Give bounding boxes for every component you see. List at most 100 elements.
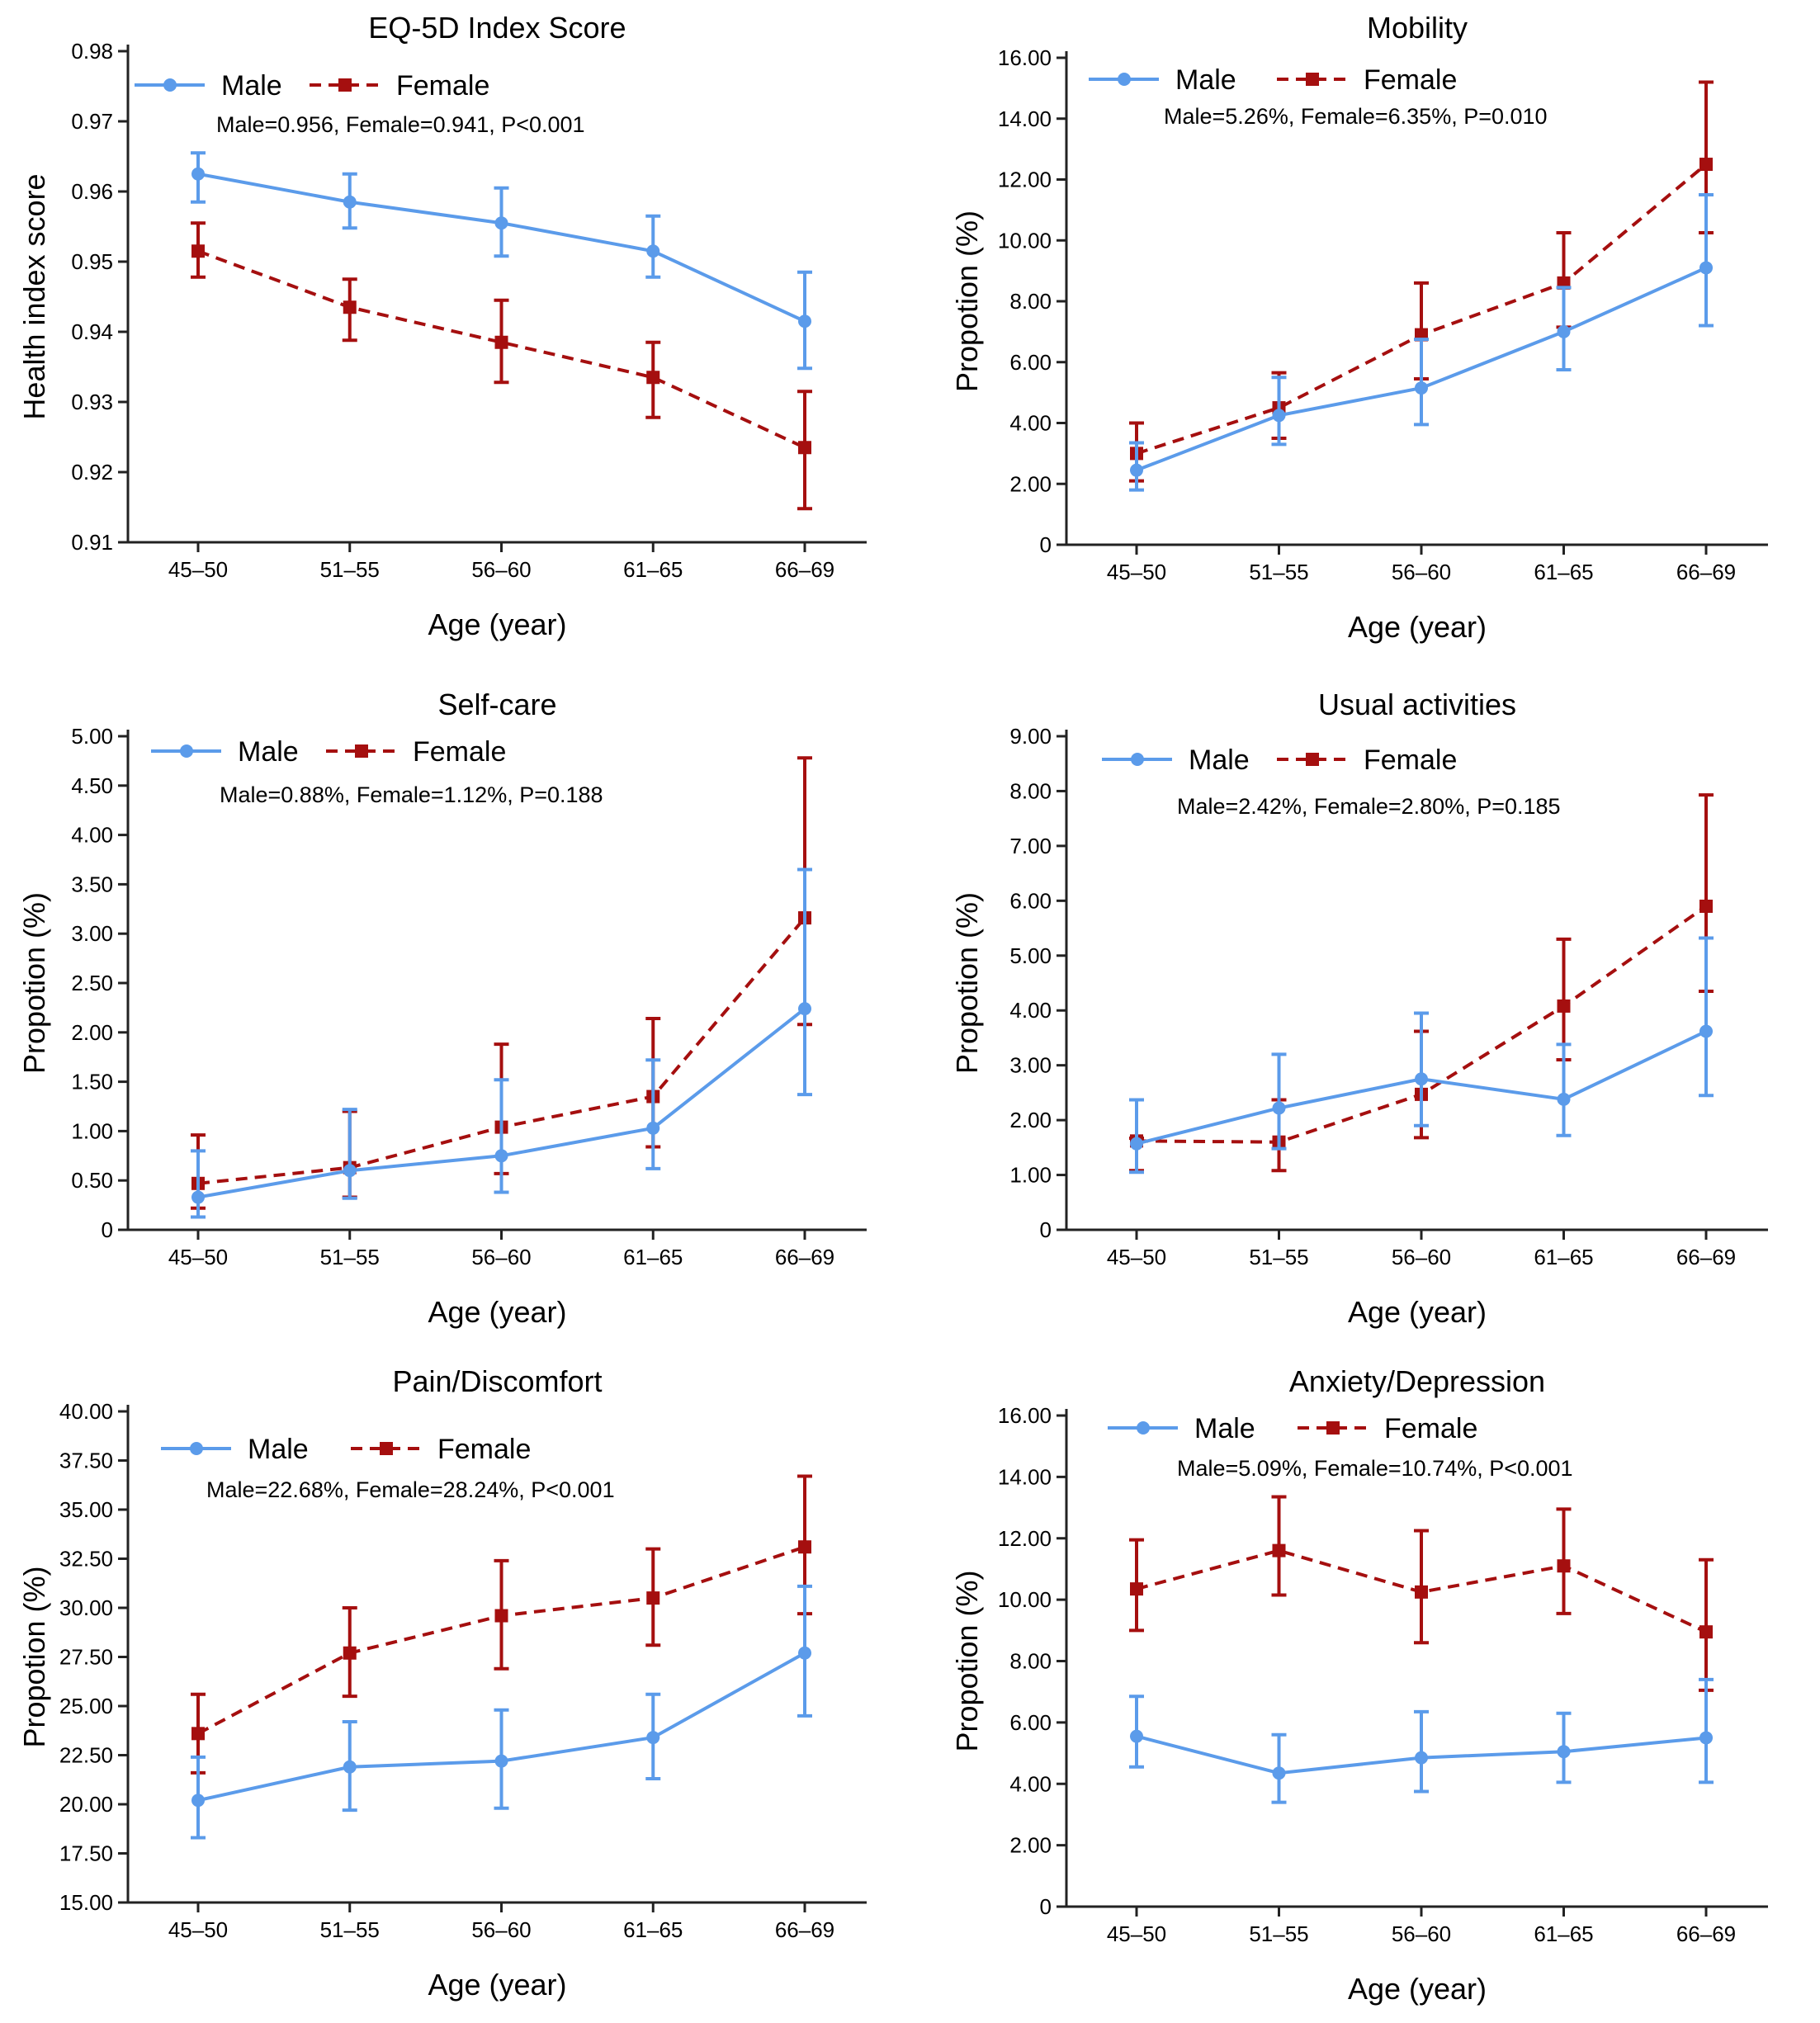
male-data-point (1130, 463, 1143, 477)
legend-label-male: Male (1194, 1413, 1255, 1444)
x-tick-label: 45–50 (168, 1245, 228, 1269)
y-tick-label: 4.00 (1009, 411, 1052, 436)
y-tick-label: 0.95 (71, 249, 113, 274)
male-data-point (1415, 1751, 1428, 1765)
y-tick-label: 8.00 (1009, 289, 1052, 314)
y-tick-label: 1.00 (1009, 1163, 1052, 1188)
legend-label-female: Female (1364, 64, 1457, 96)
chart-panel-4: Usual activities 0 1.00 2.00 3.00 4.00 5.00 6.0… (910, 677, 1820, 1345)
legend-marker-male (1118, 73, 1131, 86)
legend-marker-female (338, 78, 352, 92)
male-data-point (191, 1794, 205, 1808)
female-data-point (494, 1609, 508, 1623)
x-tick-label: 61–65 (623, 1245, 683, 1269)
chart-svg-4: Usual activities 0 1.00 2.00 3.00 4.00 5.00 6.0… (950, 688, 1768, 1329)
legend-marker-male (163, 78, 177, 92)
x-tick-label: 61–65 (1534, 1921, 1593, 1946)
chart-title: Self-care (437, 688, 556, 721)
chart-svg-3: Self-care 0 0.50 1.00 1.50 2.00 2.50 3.00 3.50 4.… (17, 688, 867, 1329)
x-tick-label: 51–55 (320, 1917, 380, 1942)
x-axis-label: Age (year) (1348, 610, 1487, 644)
x-tick-label: 61–65 (1534, 1245, 1593, 1269)
y-tick-label: 4.00 (71, 823, 113, 848)
chart-svg-1: EQ-5D Index Score 0.91 0.92 0.93 0.94 0.95 0.9… (17, 11, 867, 641)
female-data-point (494, 335, 508, 349)
y-axis-label: Propotion (%) (950, 1570, 984, 1751)
legend-label-male: Male (221, 70, 282, 102)
chart-svg-6: Anxiety/Depression 0 2.00 4.00 6.00 8.00 10.00… (950, 1364, 1768, 2006)
female-data-point (1699, 899, 1713, 913)
stats-annotation: Male=5.09%, Female=10.74%, P<0.001 (1177, 1456, 1573, 1481)
male-data-point (1557, 1745, 1571, 1759)
legend-item-male: Male (135, 70, 282, 102)
male-data-point (191, 1190, 205, 1204)
legend-marker-female (1306, 753, 1319, 766)
y-tick-label: 16.00 (998, 1403, 1052, 1428)
y-tick-label: 3.00 (1009, 1053, 1052, 1078)
x-tick-label: 45–50 (1107, 1921, 1166, 1946)
x-tick-label: 61–65 (623, 557, 683, 582)
x-tick-label: 61–65 (1534, 560, 1593, 584)
legend-marker-female (1326, 1421, 1340, 1435)
legend-label-female: Female (413, 736, 506, 768)
stats-annotation: Male=22.68%, Female=28.24%, P<0.001 (206, 1477, 615, 1502)
y-tick-label: 2.00 (71, 1020, 113, 1045)
x-tick-label: 56–60 (471, 1917, 531, 1942)
x-axis-label: Age (year) (428, 1295, 566, 1329)
x-tick-label: 61–65 (623, 1917, 683, 1942)
y-tick-label: 9.00 (1009, 724, 1052, 749)
x-tick-label: 51–55 (1249, 1921, 1308, 1946)
male-data-point (798, 314, 811, 329)
legend-label-male: Male (1189, 744, 1250, 776)
y-tick-label: 0.94 (71, 319, 113, 344)
male-data-point (1130, 1137, 1143, 1151)
chart-panel-2: Mobility 0 2.00 4.00 6.00 8.00 10.00 12.00 14.00… (910, 0, 1820, 660)
y-tick-label: 10.00 (998, 1587, 1052, 1612)
male-data-point (1699, 1731, 1713, 1745)
x-tick-label: 45–50 (168, 1917, 228, 1942)
legend-item-female: Female (1277, 64, 1457, 96)
y-tick-label: 8.00 (1009, 778, 1052, 803)
chart-title: Mobility (1367, 11, 1468, 45)
male-data-point (343, 1164, 357, 1178)
x-tick-label: 56–60 (471, 1245, 531, 1269)
y-tick-label: 12.00 (998, 1526, 1052, 1551)
legend-item-male: Male (161, 1434, 309, 1465)
legend-label-female: Female (396, 70, 489, 102)
chart-panel-5: Pain/Discomfort 15.00 17.50 20.00 22.50 25.00… (0, 1354, 910, 2023)
y-axis-label: Propotion (%) (950, 210, 984, 392)
y-axis-label: Health index score (17, 173, 51, 419)
male-data-point (1415, 1072, 1428, 1086)
male-data-point (798, 1002, 811, 1016)
legend-marker-male (190, 1442, 203, 1455)
legend-label-male: Male (248, 1434, 309, 1465)
male-data-point (646, 1121, 660, 1135)
x-tick-label: 56–60 (471, 557, 531, 582)
y-tick-label: 1.00 (71, 1118, 113, 1143)
y-tick-label: 0.98 (71, 39, 113, 64)
x-tick-label: 56–60 (1392, 1245, 1451, 1269)
legend-item-female: Female (1298, 1413, 1477, 1444)
y-tick-label: 0.50 (71, 1168, 113, 1193)
male-data-point (1415, 381, 1428, 395)
male-data-point (646, 244, 660, 258)
male-data-point (494, 1149, 508, 1163)
male-data-point (343, 1760, 357, 1774)
x-axis-label: Age (year) (1348, 1972, 1487, 2006)
chart-title: Usual activities (1318, 688, 1516, 721)
y-tick-label: 0 (1040, 1894, 1052, 1919)
female-data-point (1699, 1625, 1713, 1639)
legend-item-male: Male (1108, 1413, 1255, 1444)
y-tick-label: 16.00 (998, 45, 1052, 70)
stats-annotation: Male=0.88%, Female=1.12%, P=0.188 (220, 782, 603, 807)
chart-panel-6: Anxiety/Depression 0 2.00 4.00 6.00 8.00 10.00… (910, 1354, 1820, 2023)
stats-annotation: Male=0.956, Female=0.941, P<0.001 (216, 112, 585, 137)
y-tick-label: 35.00 (59, 1497, 113, 1522)
x-tick-label: 51–55 (320, 1245, 380, 1269)
y-tick-label: 2.00 (1009, 471, 1052, 496)
female-data-point (1699, 158, 1713, 172)
female-data-point (191, 244, 205, 258)
x-tick-label: 45–50 (1107, 1245, 1166, 1269)
female-data-point (798, 441, 811, 455)
